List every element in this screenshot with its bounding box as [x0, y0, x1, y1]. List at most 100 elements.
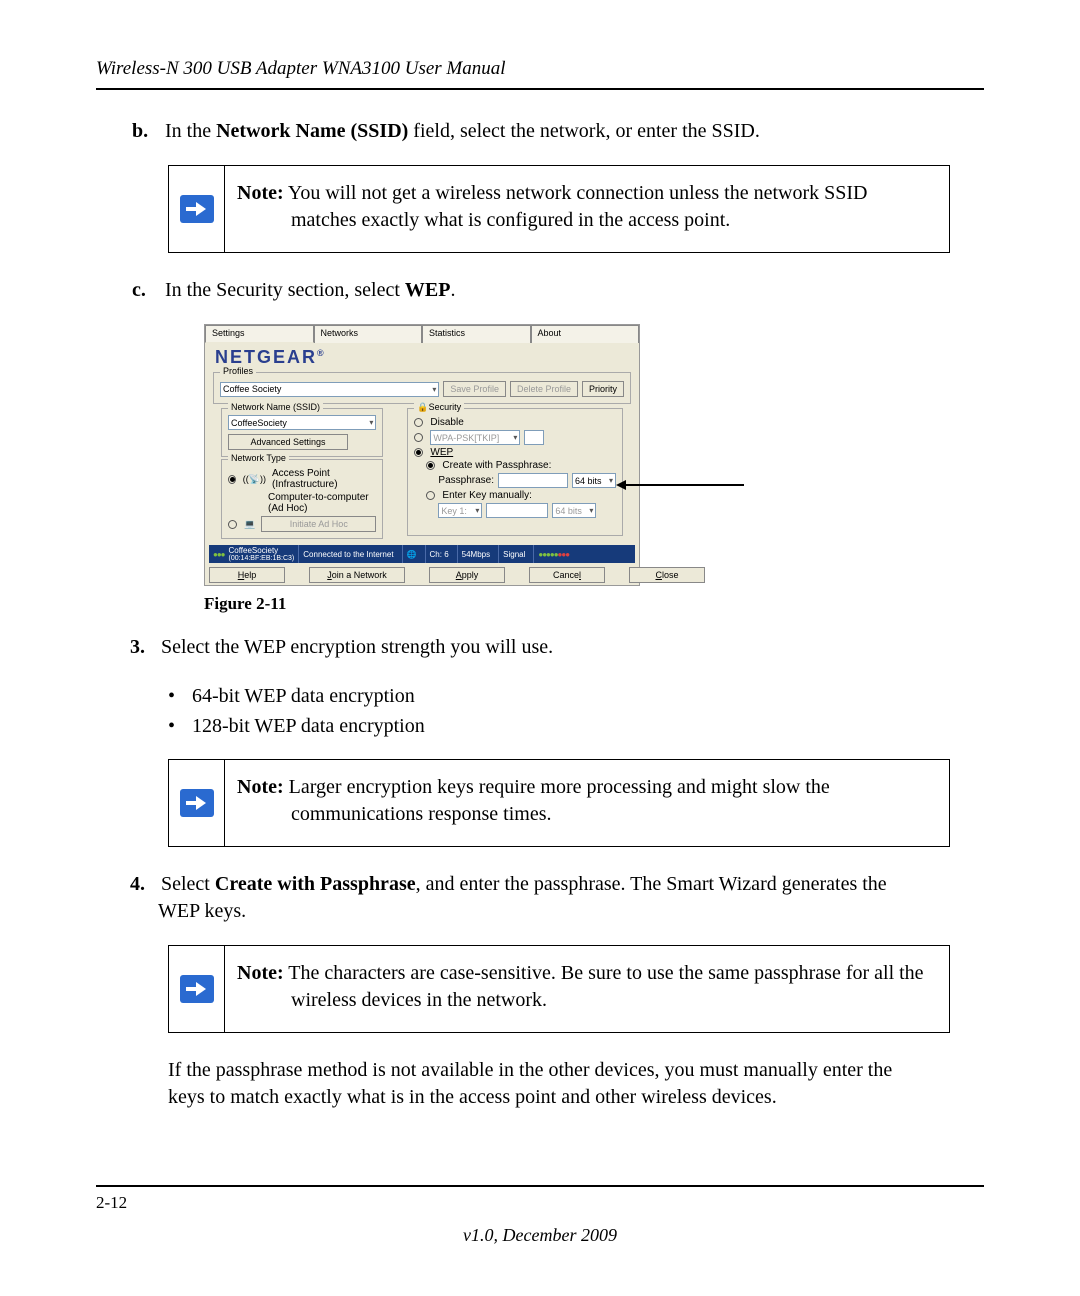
radio-create-pass[interactable]	[426, 461, 435, 470]
status-bar: ●●● CoffeeSociety (00:14:BF:EB:1B:C3) Co…	[209, 545, 635, 563]
arrow-icon	[180, 975, 214, 1003]
note2-line1: Larger encryption keys require more proc…	[284, 776, 830, 798]
note-icon-cell-2	[169, 760, 225, 846]
bits-combo-1[interactable]: 64 bits	[572, 473, 616, 488]
signal-bars-red-icon: ●●●	[558, 550, 570, 559]
header-rule	[96, 88, 984, 90]
step4-pre: Select	[161, 873, 215, 895]
profiles-title: Profiles	[220, 366, 256, 376]
note-text-2: Note: Larger encryption keys require mor…	[225, 760, 949, 846]
cancel-button[interactable]: Cancel	[529, 567, 605, 583]
bullet-128: 128-bit WEP data encryption	[168, 711, 984, 741]
step3-text: Select the WEP encryption strength you w…	[161, 636, 553, 658]
note2-line2: communications response times.	[237, 801, 937, 828]
status-conn: Connected to the Internet	[298, 545, 397, 563]
note1-line2: matches exactly what is configured in th…	[237, 207, 937, 234]
note1-label: Note:	[237, 182, 284, 204]
netgear-logo: NETGEAR®	[205, 343, 639, 370]
version-text: v1.0, December 2009	[96, 1225, 984, 1246]
tab-settings[interactable]: Settings	[205, 325, 314, 343]
radio-manual[interactable]	[426, 491, 435, 500]
step-3: 3. Select the WEP encryption strength yo…	[130, 634, 984, 661]
initiate-adhoc-button[interactable]: Initiate Ad Hoc	[261, 516, 376, 532]
note-box-1: Note: You will not get a wireless networ…	[168, 165, 950, 253]
para-passphrase: If the passphrase method is not availabl…	[168, 1057, 984, 1111]
antenna-icon: ((📡))	[243, 474, 266, 485]
nettype-title: Network Type	[228, 453, 289, 463]
signal-icon: ●●●	[213, 550, 225, 559]
passphrase-label: Passphrase:	[438, 475, 494, 486]
step-b-post: field, select the network, or enter the …	[408, 120, 760, 142]
step-b: b. In the Network Name (SSID) field, sel…	[132, 118, 984, 145]
netgear-screenshot: Settings Networks Statistics About NETGE…	[204, 324, 640, 586]
step-c-bold: WEP	[405, 279, 451, 301]
bits-combo-2[interactable]: 64 bits	[552, 503, 596, 518]
priority-button[interactable]: Priority	[582, 381, 624, 397]
arrow-icon	[180, 789, 214, 817]
radio-wpa[interactable]	[414, 433, 423, 442]
close-button[interactable]: Close	[629, 567, 705, 583]
advanced-settings-button[interactable]: Advanced Settings	[228, 434, 348, 450]
callout-arrow	[624, 484, 744, 486]
status-speed: 54Mbps	[457, 545, 494, 563]
tab-about[interactable]: About	[531, 325, 640, 343]
step4-line2: WEP keys.	[130, 898, 246, 925]
status-signal-label: Signal	[498, 545, 529, 563]
ssid-fieldset: Network Name (SSID) CoffeeSociety Advanc…	[221, 408, 383, 457]
note3-label: Note:	[237, 962, 284, 984]
tab-networks[interactable]: Networks	[314, 325, 423, 343]
apply-button[interactable]: Apply	[429, 567, 505, 583]
step-c-pre: In the Security section, select	[165, 279, 405, 301]
radio-wep[interactable]	[414, 448, 423, 457]
step-c-post: .	[450, 279, 455, 301]
radio-disable[interactable]	[414, 418, 423, 427]
adhoc-label: Computer-to-computer (Ad Hoc)	[268, 492, 376, 514]
security-fieldset: 🔒Security Disable WPA-PSK[TKIP] WEP Crea…	[407, 408, 623, 536]
key-input[interactable]	[486, 503, 548, 518]
wpa-combo[interactable]: WPA-PSK[TKIP]	[430, 430, 520, 445]
bullet-64: 64-bit WEP data encryption	[168, 681, 984, 711]
note2-label: Note:	[237, 776, 284, 798]
profile-combo[interactable]: Coffee Society	[220, 382, 439, 397]
para-line1: If the passphrase method is not availabl…	[168, 1059, 892, 1081]
passphrase-input[interactable]	[498, 473, 568, 488]
note-text-1: Note: You will not get a wireless networ…	[225, 166, 949, 252]
step-b-pre: In the	[165, 120, 216, 142]
join-network-button[interactable]: Join a Network	[309, 567, 405, 583]
profiles-fieldset: Profiles Coffee Society Save Profile Del…	[213, 372, 631, 404]
internet-icon: 🌐	[402, 545, 421, 563]
signal-bars-icon: ●●●●●	[538, 550, 557, 559]
note3-line2: wireless devices in the network.	[237, 987, 937, 1014]
note-icon-cell	[169, 166, 225, 252]
delete-profile-button[interactable]: Delete Profile	[510, 381, 578, 397]
tab-statistics[interactable]: Statistics	[422, 325, 531, 343]
ssid-combo[interactable]: CoffeeSociety	[228, 415, 376, 430]
wpa-field[interactable]	[524, 430, 544, 445]
step3-num: 3.	[130, 634, 156, 661]
note-box-2: Note: Larger encryption keys require mor…	[168, 759, 950, 847]
create-pass-label: Create with Passphrase:	[442, 460, 551, 471]
step4-bold: Create with Passphrase	[215, 873, 416, 895]
help-button[interactable]: Help	[209, 567, 285, 583]
ap-label: Access Point (Infrastructure)	[272, 468, 376, 490]
note-icon-cell-3	[169, 946, 225, 1032]
key-combo[interactable]: Key 1:	[438, 503, 482, 518]
encryption-list: 64-bit WEP data encryption 128-bit WEP d…	[132, 681, 984, 741]
radio-ap[interactable]	[228, 475, 236, 484]
note-box-3: Note: The characters are case-sensitive.…	[168, 945, 950, 1033]
step-4: 4. Select Create with Passphrase, and en…	[130, 871, 984, 925]
step-c: c. In the Security section, select WEP.	[132, 277, 984, 304]
note3-line1: The characters are case-sensitive. Be su…	[284, 962, 924, 984]
network-type-fieldset: Network Type ((📡))Access Point (Infrastr…	[221, 459, 383, 539]
para-line2: keys to match exactly what is in the acc…	[168, 1086, 777, 1108]
save-profile-button[interactable]: Save Profile	[443, 381, 506, 397]
status-ch: Ch: 6	[425, 545, 453, 563]
radio-adhoc[interactable]	[228, 520, 237, 529]
footer-rule	[96, 1185, 984, 1187]
computer-icon: 💻	[244, 519, 255, 530]
security-title: 🔒Security	[414, 402, 464, 413]
lock-icon: 🔒	[417, 402, 428, 412]
status-mac: (00:14:BF:EB:1B:C3)	[229, 555, 295, 562]
manual-title: Wireless-N 300 USB Adapter WNA3100 User …	[96, 58, 984, 80]
step4-num: 4.	[130, 871, 156, 898]
